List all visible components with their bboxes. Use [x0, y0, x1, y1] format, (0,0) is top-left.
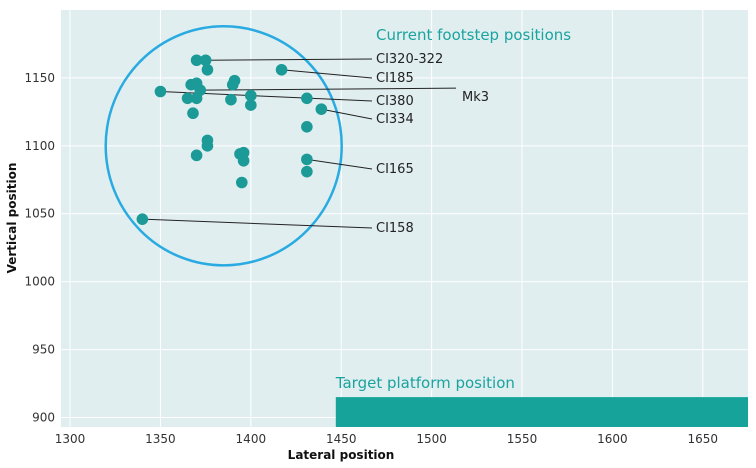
- annotation-label: CI320-322: [376, 52, 443, 67]
- footstep-point: [301, 92, 313, 105]
- footstep-point: [226, 78, 239, 91]
- x-tick-label: 1600: [597, 432, 628, 446]
- annotation-leaders: [142, 58, 457, 229]
- footstep-point: [136, 213, 149, 225]
- footstep-point: [199, 54, 212, 67]
- y-tick-label: 1150: [24, 71, 55, 85]
- y-tick-label: 1050: [24, 207, 55, 221]
- y-axis-title: Vertical position: [5, 163, 19, 274]
- footstep-point: [235, 176, 248, 189]
- annotation-labels: CI320-322 CI185 CI380 Mk3 CI334 CI165 CI158: [376, 52, 489, 236]
- annotation-label: CI334: [376, 112, 414, 127]
- target-platform-bar: [335, 397, 748, 427]
- footstep-point: [315, 103, 328, 115]
- x-tick-label: 1450: [326, 432, 357, 446]
- footstep-region-layer: [104, 25, 343, 267]
- y-tick-label: 1000: [24, 275, 55, 289]
- x-tick-label: 1400: [236, 432, 267, 446]
- axis-ticks: 1300 1350 1400 1450 1500 1550 1600 1650 900 950 10…: [24, 71, 718, 446]
- x-tick-label: 1550: [507, 432, 538, 446]
- footstep-point: [187, 107, 199, 120]
- y-tick-label: 1100: [24, 139, 55, 153]
- footstep-point: [237, 146, 250, 159]
- footstep-point: [275, 63, 288, 76]
- footstep-point: [181, 92, 194, 105]
- x-tick-label: 1350: [145, 432, 176, 446]
- y-tick-label: 900: [32, 410, 55, 424]
- x-axis-title: Lateral position: [288, 448, 395, 462]
- footstep-point: [301, 165, 313, 178]
- x-tick-label: 1650: [688, 432, 719, 446]
- footstep-point: [301, 121, 313, 133]
- footstep-point: [201, 63, 214, 76]
- plot-background: [61, 10, 748, 427]
- target-platform-title: Target platform position: [335, 374, 515, 392]
- annotation-leader: [281, 69, 373, 79]
- annotation-label: CI165: [376, 162, 414, 177]
- annotation-label: Mk3: [462, 90, 489, 105]
- footstep-point: [190, 92, 203, 105]
- target-platform-layer: [335, 397, 748, 427]
- annotation-leader: [306, 158, 373, 170]
- footstep-points: [136, 54, 328, 225]
- footstep-point: [245, 89, 257, 102]
- footstep-point: [245, 99, 257, 111]
- grid-lines: [61, 10, 748, 427]
- footstep-point: [301, 153, 313, 166]
- footstep-point: [225, 93, 237, 106]
- region-title: Current footstep positions: [376, 26, 571, 44]
- annotation-label: CI380: [376, 94, 414, 109]
- footstep-region-circle: [104, 25, 343, 267]
- footstep-point: [201, 140, 214, 152]
- footstep-point: [190, 149, 203, 162]
- footstep-point: [237, 154, 250, 167]
- footstep-point: [154, 85, 167, 98]
- annotation-label: CI158: [376, 221, 414, 236]
- annotation-leader: [142, 218, 373, 229]
- annotation-leader: [200, 87, 457, 91]
- footstep-point: [190, 54, 203, 67]
- annotation-leader: [205, 58, 373, 61]
- annotation-leader: [321, 108, 373, 120]
- annotation-label: CI185: [376, 71, 414, 86]
- x-tick-label: 1500: [416, 432, 447, 446]
- x-tick-label: 1300: [55, 432, 86, 446]
- y-tick-label: 950: [32, 343, 55, 357]
